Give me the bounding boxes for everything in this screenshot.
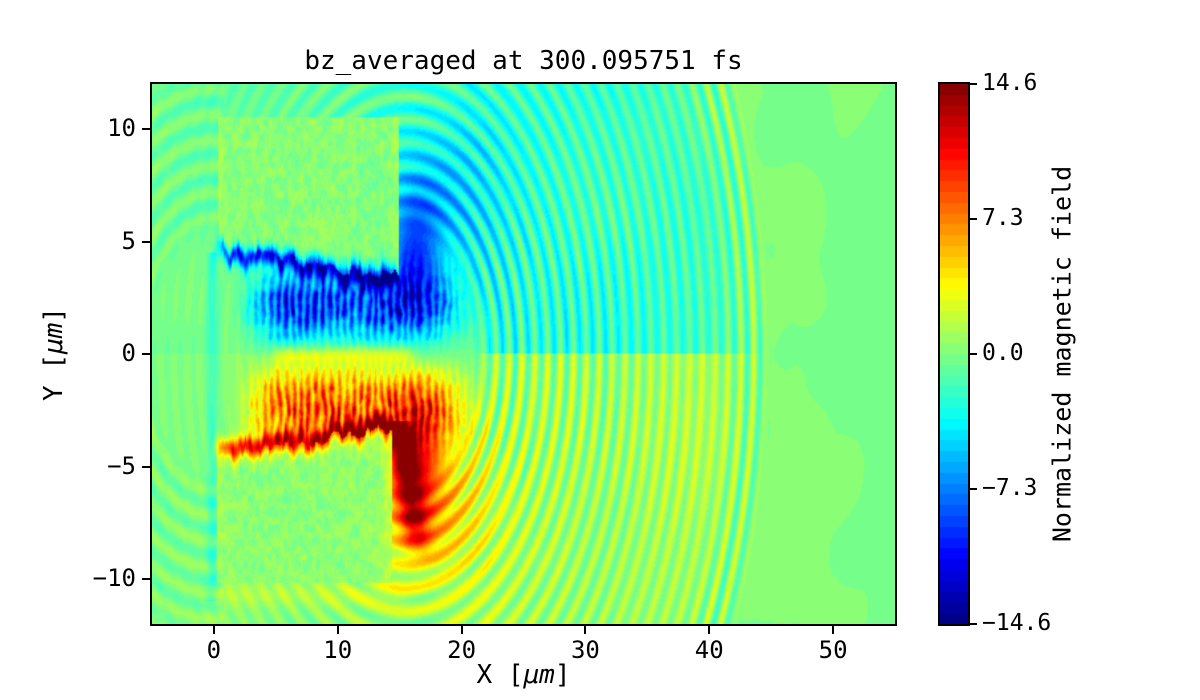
x-tick-mark [212,626,215,634]
x-axis-label-post: ] [554,660,571,690]
colorbar-tick-label: 0.0 [982,340,1024,366]
y-tick-mark [142,578,150,580]
y-tick-label: −5 [107,451,136,480]
x-tick-label: 40 [694,636,724,664]
colorbar-tick-mark [970,218,977,220]
x-tick-label: 50 [818,636,848,664]
colorbar [938,82,970,626]
y-tick-label: 0 [121,339,136,367]
colorbar-tick-mark [970,353,977,355]
x-tick-label: 30 [570,636,600,664]
y-tick-label: 5 [121,226,136,255]
plot-title: bz_averaged at 300.095751 fs [304,46,743,76]
y-axis-label-post: ] [39,307,69,323]
x-tick-label: 20 [447,636,477,664]
colorbar-tick-label: −14.6 [982,610,1052,636]
y-tick-mark [142,353,150,355]
colorbar-tick-mark [970,623,977,625]
x-tick-mark [336,626,339,634]
colorbar-label: Normalized magnetic field [1047,165,1077,543]
colorbar-tick-label: −7.3 [982,475,1038,501]
x-tick-mark [584,626,587,634]
x-tick-label: 10 [323,636,353,664]
colorbar-tick-label: 14.6 [982,70,1038,96]
colorbar-tick-label: 7.3 [982,205,1024,231]
y-tick-mark [142,128,150,130]
y-tick-mark [142,465,150,468]
x-axis-label: X [μm] [152,660,895,690]
x-axis-label-pre: X [ [476,660,524,690]
y-tick-mark [142,240,150,243]
y-tick-label: 10 [107,114,136,142]
x-axis-label-mu: μm [523,660,555,690]
x-tick-label: 0 [206,636,222,664]
colorbar-canvas [940,84,968,624]
colorbar-tick-mark [970,83,977,85]
x-tick-mark [460,626,463,634]
plot-area [150,82,897,626]
y-tick-label: −10 [92,564,136,592]
colorbar-tick-mark [970,488,977,490]
x-tick-mark [832,626,835,634]
y-axis-label: Y [μm] [39,307,69,401]
y-axis-label-pre: Y [ [39,354,69,401]
x-tick-mark [708,626,711,634]
y-axis-label-mu: μm [39,322,69,354]
heatmap-canvas [152,84,895,624]
